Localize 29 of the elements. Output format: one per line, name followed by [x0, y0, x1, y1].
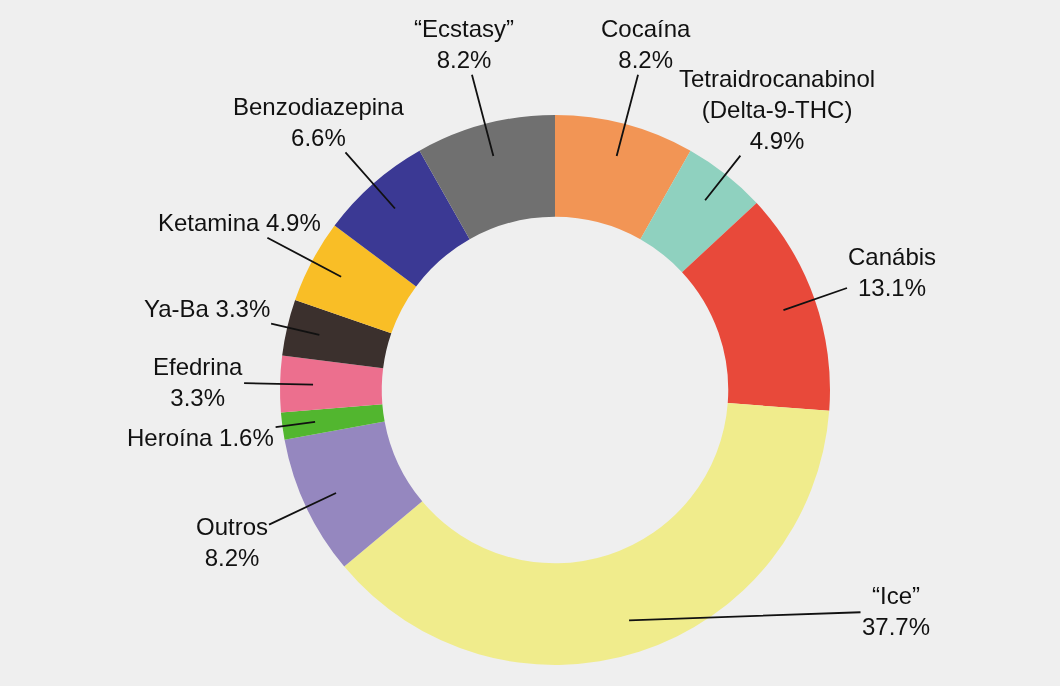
slice-label: Ya-Ba 3.3% — [144, 295, 271, 322]
slice-label: Benzodiazepina — [233, 93, 405, 120]
donut-slice — [280, 404, 385, 440]
slice-label: “Ecstasy” — [414, 15, 515, 42]
donut-slice — [280, 355, 384, 413]
slice-label: Tetraidrocanabinol (Delta-9-THC) — [679, 65, 876, 124]
slice-label: Canábis — [848, 243, 937, 270]
donut-slice — [334, 150, 470, 287]
data-label: 8.2% — [436, 46, 492, 74]
data-label: 6.6% — [291, 124, 346, 152]
donut-slice — [640, 150, 757, 273]
donut-slice — [555, 115, 691, 240]
donut-slice — [284, 421, 423, 567]
donut-slice — [344, 403, 830, 665]
slice-label: Efedrina — [153, 353, 244, 380]
data-label: 8.2% — [204, 544, 260, 572]
donut-slice — [682, 203, 830, 411]
slice-label: Ketamina 4.9% — [158, 209, 321, 236]
data-label: 4.9% — [749, 127, 805, 155]
data-label: 3.3% — [170, 384, 226, 412]
slice-label: Cocaína — [601, 15, 692, 42]
data-label: 8.2% — [618, 46, 674, 74]
donut-slice — [419, 115, 555, 240]
data-label: 13.1% — [858, 274, 927, 302]
donut-slice — [282, 300, 392, 369]
slice-label: Heroína 1.6% — [127, 424, 274, 451]
slice-label: Outros — [196, 513, 269, 540]
data-label: 37.7% — [862, 613, 931, 641]
slice-label: “Ice” — [872, 582, 921, 609]
